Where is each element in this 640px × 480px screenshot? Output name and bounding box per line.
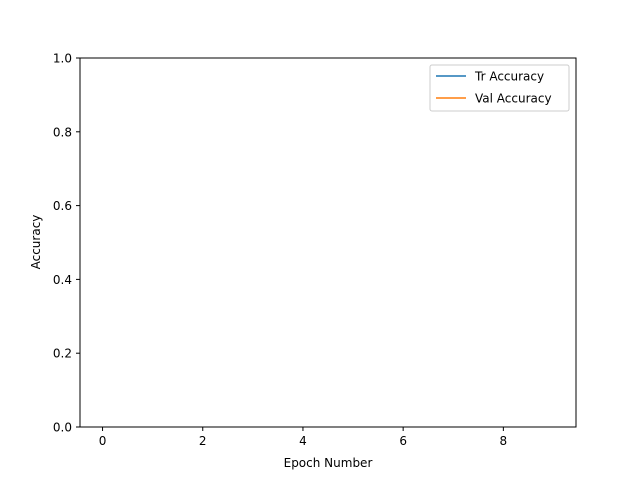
x-axis-ticks: 0 2 4 6 8	[99, 427, 507, 448]
y-axis-ticks: 0.0 0.2 0.4 0.6 0.8 1.0	[53, 52, 80, 435]
legend: Tr Accuracy Val Accuracy	[429, 64, 570, 112]
legend-label-val-accuracy: Val Accuracy	[475, 92, 552, 106]
x-tick-label: 0	[99, 434, 107, 448]
y-tick-label: 0.8	[53, 125, 72, 139]
legend-label-tr-accuracy: Tr Accuracy	[474, 70, 544, 84]
y-tick-label: 0.6	[53, 199, 72, 213]
x-tick-label: 4	[299, 434, 307, 448]
plot-area	[79, 57, 577, 428]
y-tick-label: 0.0	[53, 421, 72, 435]
x-tick-label: 6	[399, 434, 407, 448]
y-axis-label: Accuracy	[29, 215, 43, 270]
x-axis-label: Epoch Number	[284, 456, 373, 470]
axes-background	[80, 58, 576, 427]
y-tick-label: 0.2	[53, 347, 72, 361]
y-tick-label: 1.0	[53, 52, 72, 66]
x-tick-label: 2	[199, 434, 207, 448]
x-tick-label: 8	[500, 434, 508, 448]
axes-frame	[79, 57, 577, 428]
y-tick-label: 0.4	[53, 273, 72, 287]
